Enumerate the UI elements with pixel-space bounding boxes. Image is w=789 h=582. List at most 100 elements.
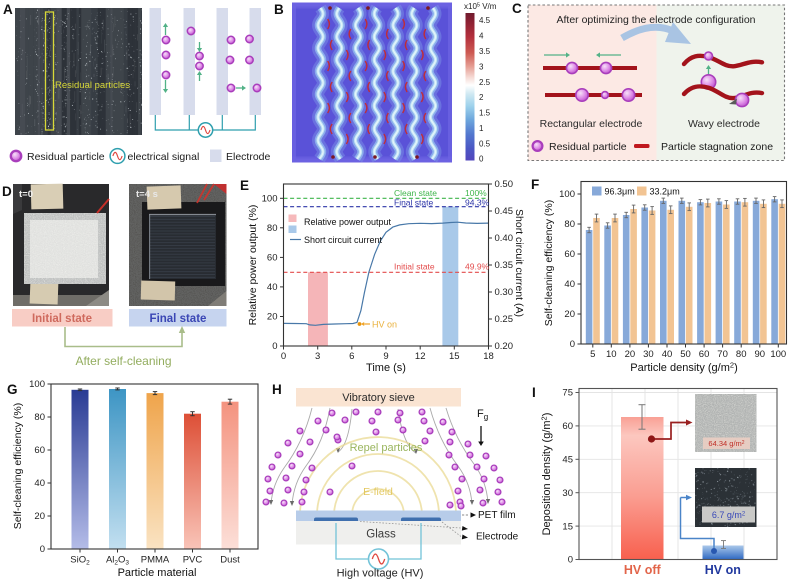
svg-text:Residual particle: Residual particle: [549, 141, 627, 153]
svg-text:Dust: Dust: [220, 555, 240, 566]
svg-text:80: 80: [34, 412, 45, 423]
svg-text:Deposition density (g/m2): Deposition density (g/m2): [540, 413, 554, 536]
svg-text:Clean state: Clean state: [394, 188, 437, 198]
svg-text:x105 V/m: x105 V/m: [464, 2, 497, 11]
svg-text:40: 40: [267, 282, 278, 293]
svg-text:90: 90: [755, 349, 766, 360]
svg-text:electrical signal: electrical signal: [128, 151, 200, 163]
svg-text:80: 80: [564, 219, 575, 230]
svg-text:3.5: 3.5: [479, 47, 491, 56]
svg-text:4: 4: [479, 32, 484, 41]
svg-text:30: 30: [562, 488, 573, 499]
svg-text:0.40: 0.40: [495, 233, 514, 244]
svg-text:Self-cleaning efficiency (%): Self-cleaning efficiency (%): [543, 200, 555, 326]
svg-text:Initial state: Initial state: [32, 313, 92, 325]
svg-text:0.5: 0.5: [479, 139, 491, 148]
svg-text:HV off: HV off: [624, 563, 662, 577]
svg-text:Final state: Final state: [394, 198, 433, 208]
svg-text:B: B: [274, 2, 284, 17]
svg-text:0: 0: [281, 351, 286, 362]
svg-text:5: 5: [590, 349, 595, 360]
svg-text:PET film: PET film: [478, 510, 516, 521]
svg-text:Final state: Final state: [150, 313, 207, 325]
svg-text:96.3μm: 96.3μm: [605, 187, 635, 197]
svg-text:18: 18: [483, 351, 494, 362]
svg-text:t=4 s: t=4 s: [136, 189, 158, 200]
svg-text:0: 0: [568, 555, 573, 566]
svg-text:1: 1: [479, 124, 484, 133]
svg-text:0: 0: [40, 544, 45, 555]
svg-text:0.25: 0.25: [495, 314, 514, 325]
svg-text:0.35: 0.35: [495, 260, 514, 271]
svg-text:50: 50: [680, 349, 691, 360]
svg-text:15: 15: [562, 521, 573, 532]
svg-text:HV on: HV on: [372, 320, 397, 330]
svg-text:3: 3: [479, 62, 484, 71]
svg-text:2.5: 2.5: [479, 78, 491, 87]
svg-text:40: 40: [662, 349, 673, 360]
svg-text:40: 40: [564, 279, 575, 290]
svg-text:20: 20: [34, 511, 45, 522]
svg-text:75: 75: [562, 388, 573, 399]
svg-text:F: F: [531, 177, 539, 192]
svg-text:t=0: t=0: [19, 189, 33, 200]
svg-text:0: 0: [272, 341, 277, 352]
svg-text:G: G: [7, 382, 18, 397]
svg-text:64.34 g/m2: 64.34 g/m2: [708, 439, 744, 448]
svg-text:2: 2: [479, 93, 484, 102]
svg-text:4.5: 4.5: [479, 16, 491, 25]
svg-text:Short circuit current: Short circuit current: [304, 235, 383, 245]
svg-text:80: 80: [736, 349, 747, 360]
svg-text:HV on: HV on: [705, 563, 741, 577]
svg-text:A: A: [3, 2, 13, 17]
svg-text:Particle stagnation zone: Particle stagnation zone: [661, 141, 773, 153]
svg-text:After self-cleaning: After self-cleaning: [75, 354, 171, 368]
svg-text:9: 9: [383, 351, 388, 362]
svg-text:0: 0: [570, 339, 575, 350]
svg-text:40: 40: [34, 478, 45, 489]
svg-text:Al2O3: Al2O3: [106, 555, 129, 567]
svg-text:60: 60: [34, 445, 45, 456]
svg-text:Initial state: Initial state: [394, 262, 435, 272]
svg-text:30: 30: [643, 349, 654, 360]
svg-text:70: 70: [717, 349, 728, 360]
svg-text:I: I: [532, 385, 536, 400]
svg-text:12: 12: [415, 351, 426, 362]
svg-text:0: 0: [479, 155, 484, 164]
svg-text:0.45: 0.45: [495, 206, 514, 217]
svg-text:Residual particle: Residual particle: [27, 151, 105, 163]
svg-text:PMMA: PMMA: [141, 555, 170, 566]
svg-text:49.9%: 49.9%: [465, 262, 490, 272]
svg-text:Vibratory sieve: Vibratory sieve: [342, 392, 415, 404]
svg-text:PVC: PVC: [183, 555, 203, 566]
svg-text:H: H: [272, 382, 282, 397]
svg-text:Electrode: Electrode: [226, 151, 271, 163]
svg-text:20: 20: [625, 349, 636, 360]
svg-text:Short circuit current (A): Short circuit current (A): [513, 209, 525, 317]
svg-text:Self-cleaning efficiency (%): Self-cleaning efficiency (%): [12, 403, 24, 529]
svg-text:20: 20: [564, 309, 575, 320]
svg-text:6.7 g/m2: 6.7 g/m2: [712, 510, 746, 520]
svg-text:45: 45: [562, 455, 573, 466]
svg-text:60: 60: [267, 253, 278, 264]
svg-text:60: 60: [699, 349, 710, 360]
svg-text:SiO2: SiO2: [70, 555, 90, 567]
svg-text:60: 60: [564, 249, 575, 260]
svg-text:33.2μm: 33.2μm: [650, 187, 680, 197]
svg-text:15: 15: [449, 351, 460, 362]
svg-text:6: 6: [349, 351, 354, 362]
svg-text:Particle density (g/m2): Particle density (g/m2): [630, 361, 738, 375]
svg-text:After optimizing the electrode: After optimizing the electrode configura…: [556, 14, 755, 26]
svg-text:100: 100: [262, 194, 278, 205]
svg-text:0.50: 0.50: [495, 179, 514, 190]
svg-text:Relative power output (%): Relative power output (%): [247, 205, 259, 326]
svg-text:Particle material: Particle material: [118, 567, 197, 579]
svg-text:100: 100: [559, 189, 575, 200]
svg-text:10: 10: [606, 349, 617, 360]
svg-text:94.3%: 94.3%: [465, 198, 490, 208]
svg-text:Residual particles: Residual particles: [55, 80, 130, 91]
svg-text:D: D: [2, 184, 12, 199]
svg-text:100: 100: [770, 349, 786, 360]
svg-text:60: 60: [562, 421, 573, 432]
svg-text:E-field: E-field: [363, 486, 393, 498]
